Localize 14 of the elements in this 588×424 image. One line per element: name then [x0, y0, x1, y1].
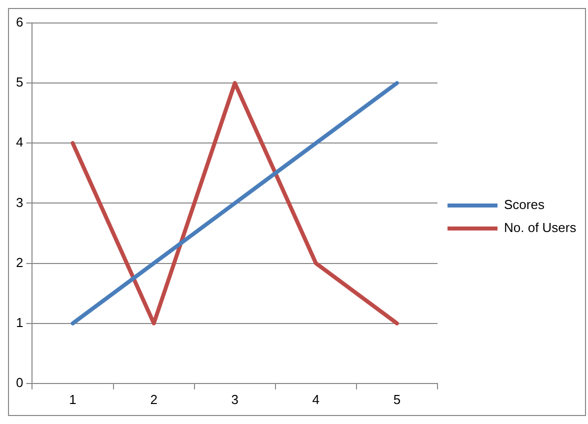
y-tick-label: 3 — [16, 194, 24, 210]
legend-label: Scores — [504, 197, 545, 212]
x-tick-label: 5 — [393, 392, 401, 407]
y-tick-label: 0 — [16, 374, 24, 390]
y-tick-label: 4 — [16, 134, 24, 150]
legend-label: No. of Users — [504, 220, 577, 236]
x-tick-label: 1 — [69, 392, 76, 407]
y-tick-label: 1 — [16, 314, 24, 330]
y-tick-label: 5 — [16, 74, 24, 90]
x-tick-label: 2 — [150, 392, 158, 407]
y-tick-label: 2 — [16, 254, 24, 270]
x-tick-label: 4 — [312, 392, 320, 407]
x-tick-label: 3 — [231, 392, 238, 407]
y-tick-label: 6 — [16, 14, 24, 30]
